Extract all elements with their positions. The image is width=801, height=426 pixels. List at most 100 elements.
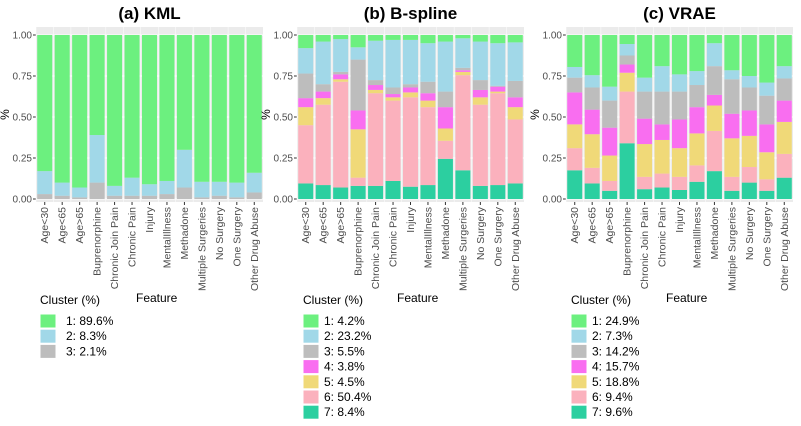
x-tick-label: Multiple Surgeries xyxy=(457,207,469,291)
bar-segment-cluster-6 xyxy=(741,167,757,183)
bar-segment-cluster-2 xyxy=(194,181,210,198)
bar-segment-cluster-7 xyxy=(724,190,740,199)
bar-segment-cluster-6 xyxy=(455,75,471,171)
x-tick-label: Age>65 xyxy=(74,207,86,244)
y-tick-label: 1.00 xyxy=(274,31,294,42)
bar-segment-cluster-2 xyxy=(706,43,722,67)
legend-swatch-cluster-5 xyxy=(302,374,320,390)
bar-segment-cluster-3 xyxy=(89,182,105,199)
x-tick-label: Buprenorphine xyxy=(92,207,104,276)
bar-segment-cluster-1 xyxy=(246,35,262,173)
bar-segment-cluster-1 xyxy=(333,35,349,40)
bar-segment-cluster-4 xyxy=(619,64,635,73)
x-tick-label: Methadone xyxy=(440,207,452,260)
bar-segment-cluster-2 xyxy=(402,39,419,85)
x-tick-label: Methadone xyxy=(709,207,721,260)
bar-segment-cluster-6 xyxy=(602,180,618,191)
bar-segment-cluster-4 xyxy=(671,119,688,149)
bar-segment-cluster-1 xyxy=(671,35,688,75)
bar-segment-cluster-3 xyxy=(602,100,618,128)
bar-segment-cluster-2 xyxy=(507,42,523,81)
bar-segment-cluster-3 xyxy=(315,84,331,92)
bar-segment-cluster-1 xyxy=(437,35,453,42)
x-tick-label: Chronic Pain xyxy=(657,207,669,267)
bar-segment-cluster-6 xyxy=(368,93,384,186)
bar-segment-cluster-3 xyxy=(437,91,453,108)
bar-segment-cluster-4 xyxy=(567,92,583,125)
legend-label: 4: 3.8% xyxy=(324,360,365,374)
bar-segment-cluster-4 xyxy=(490,86,506,92)
x-tick-label: Multiple Surgeries xyxy=(196,207,208,291)
bar-segment-cluster-3 xyxy=(107,195,123,199)
y-tick-label: 0.50 xyxy=(274,113,294,124)
bar-segment-cluster-2 xyxy=(229,182,245,198)
bar-segment-cluster-7 xyxy=(602,190,618,199)
bar-segment-cluster-3 xyxy=(689,85,705,108)
y-axis-label: % xyxy=(528,109,542,120)
bar-segment-cluster-5 xyxy=(637,144,653,177)
x-tick-label: Buprenorphine xyxy=(353,207,365,276)
bar-segment-cluster-5 xyxy=(315,98,331,105)
bar-segment-cluster-3 xyxy=(455,67,471,71)
bar-segment-cluster-2 xyxy=(602,86,618,101)
bar-segment-cluster-1 xyxy=(567,35,583,67)
x-tick-label: Chronic Join Pain xyxy=(370,207,382,289)
x-tick-label: MentalIllness xyxy=(161,207,173,268)
bar-segment-cluster-3 xyxy=(54,195,70,199)
bar-segment-cluster-1 xyxy=(141,35,158,185)
bar-segment-cluster-1 xyxy=(229,35,245,183)
bar-segment-cluster-2 xyxy=(211,181,227,196)
x-tick-label: One Surgery xyxy=(761,206,773,266)
legend-swatch-cluster-2 xyxy=(302,328,320,344)
bar-segment-cluster-7 xyxy=(507,183,523,199)
bar-segment-cluster-3 xyxy=(298,73,314,99)
x-tick-label: Chronic Pain xyxy=(388,207,400,267)
bar-segment-cluster-1 xyxy=(420,35,436,44)
y-axis-label: % xyxy=(259,109,273,120)
x-axis-label: Feature xyxy=(397,291,439,305)
bar-segment-cluster-4 xyxy=(437,107,453,129)
bar-segment-cluster-1 xyxy=(368,35,384,41)
x-tick-label: Buprenorphine xyxy=(622,207,634,276)
bar-segment-cluster-5 xyxy=(759,152,775,180)
bar-segment-cluster-2 xyxy=(333,39,349,72)
x-tick-label: Age>65 xyxy=(335,207,347,244)
bar-segment-cluster-5 xyxy=(584,134,600,168)
x-tick-label: Methadone xyxy=(179,207,191,260)
bar-segment-cluster-3 xyxy=(229,197,245,199)
bar-segment-cluster-2 xyxy=(37,171,53,195)
bar-segment-cluster-5 xyxy=(724,138,740,177)
bar-segment-cluster-3 xyxy=(741,87,757,111)
x-tick-label: Injury xyxy=(405,206,417,232)
bar-segment-cluster-5 xyxy=(385,97,401,101)
bar-segment-cluster-1 xyxy=(54,35,70,183)
y-axis-label: % xyxy=(0,109,12,120)
bar-segment-cluster-4 xyxy=(724,113,740,139)
x-tick-label: Age<65 xyxy=(587,207,599,244)
legend-label: 2: 23.2% xyxy=(324,329,372,343)
bar-segment-cluster-5 xyxy=(368,89,384,94)
legend-swatch-cluster-5 xyxy=(570,374,588,390)
bar-segment-cluster-6 xyxy=(402,97,419,187)
bar-segment-cluster-6 xyxy=(490,93,506,186)
x-tick-label: Age<30 xyxy=(39,207,51,244)
y-tick-label: 1.00 xyxy=(543,31,563,42)
x-tick-label: One Surgery xyxy=(492,206,504,266)
panel-3: (c) VRAE 0.00 0.25 0.50 0.75 1.00% Age<30 Age<6… xyxy=(528,4,793,420)
bar-segment-cluster-7 xyxy=(420,185,436,199)
bar-segment-cluster-1 xyxy=(211,35,227,182)
bar-segment-cluster-7 xyxy=(759,190,775,199)
panel-1: (a) KML 0.00 0.25 0.50 0.75 1.00% Age<30 Age<65… xyxy=(0,4,263,359)
x-tick-label: Age<65 xyxy=(318,207,330,244)
bar-segment-cluster-5 xyxy=(776,121,792,154)
x-tick-label: No Surgery xyxy=(214,206,226,260)
legend-label: 4: 15.7% xyxy=(592,360,640,374)
bar-segment-cluster-2 xyxy=(420,43,436,82)
y-tick-label: 1.00 xyxy=(13,31,33,42)
x-tick-label: Injury xyxy=(674,206,686,232)
bar-segment-cluster-4 xyxy=(298,98,314,108)
bar-segment-cluster-3 xyxy=(385,87,401,95)
bar-segment-cluster-4 xyxy=(602,127,618,156)
bar-segment-cluster-1 xyxy=(72,35,88,188)
